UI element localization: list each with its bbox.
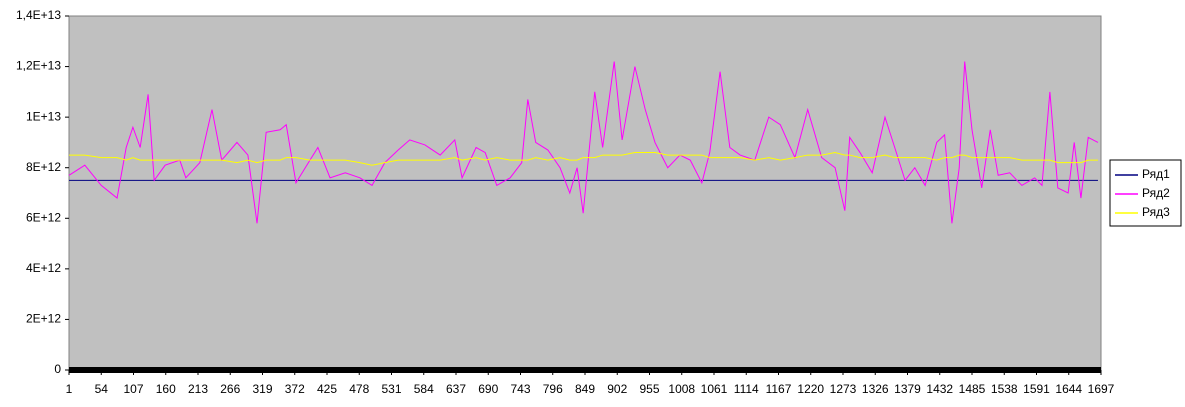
series-line [68, 61, 1099, 224]
x-tick-label: 1379 [894, 382, 921, 396]
y-tick-label: 2E+12 [26, 312, 61, 326]
y-tick-label: 8E+12 [26, 160, 61, 174]
x-tick-label: 213 [188, 382, 208, 396]
x-tick-label: 955 [639, 382, 659, 396]
y-tick-label: 1,2E+13 [16, 59, 61, 73]
y-tick-label: 6E+12 [26, 210, 61, 224]
y-tick-label: 0 [54, 362, 61, 376]
x-tick-label: 107 [123, 382, 143, 396]
x-tick-label: 425 [317, 382, 337, 396]
x-tick-label: 1697 [1088, 382, 1115, 396]
x-tick-label: 796 [543, 382, 563, 396]
legend-label: Ряд3 [1142, 205, 1170, 219]
y-tick-label: 1,4E+13 [16, 8, 61, 22]
x-tick-label: 1432 [926, 382, 953, 396]
x-tick-label: 1538 [991, 382, 1018, 396]
x-tick-label: 1591 [1023, 382, 1050, 396]
x-tick-label: 478 [349, 382, 369, 396]
x-tick-label: 319 [252, 382, 272, 396]
legend-box [1109, 159, 1182, 227]
x-tick-label: 1008 [668, 382, 695, 396]
x-tick-label: 1114 [734, 382, 759, 396]
series-line [69, 152, 1098, 166]
x-tick-label: 743 [510, 382, 530, 396]
x-tick-label: 1220 [797, 382, 824, 396]
x-tick-label: 1061 [701, 382, 728, 396]
x-tick-label: 584 [414, 382, 434, 396]
x-tick-label: 266 [220, 382, 240, 396]
x-tick-label: 902 [607, 382, 627, 396]
x-tick-label: 54 [95, 382, 109, 396]
x-tick-label: 1167 [766, 382, 792, 396]
x-tick-label: 1485 [959, 382, 986, 396]
x-tick-label: 531 [381, 382, 401, 396]
legend-label: Ряд2 [1142, 186, 1170, 200]
x-tick-label: 690 [478, 382, 498, 396]
x-tick-label: 1273 [830, 382, 857, 396]
x-tick-label: 1 [66, 382, 73, 396]
y-tick-label: 4E+12 [26, 261, 61, 275]
y-tick-label: 1E+13 [26, 109, 61, 123]
x-tick-label: 372 [285, 382, 305, 396]
x-tick-label: 1644 [1055, 382, 1082, 396]
x-tick-label: 1326 [862, 382, 889, 396]
legend-label: Ряд1 [1142, 167, 1170, 181]
x-tick-label: 637 [446, 382, 466, 396]
x-tick-label: 160 [156, 382, 176, 396]
x-tick-label: 849 [575, 382, 595, 396]
